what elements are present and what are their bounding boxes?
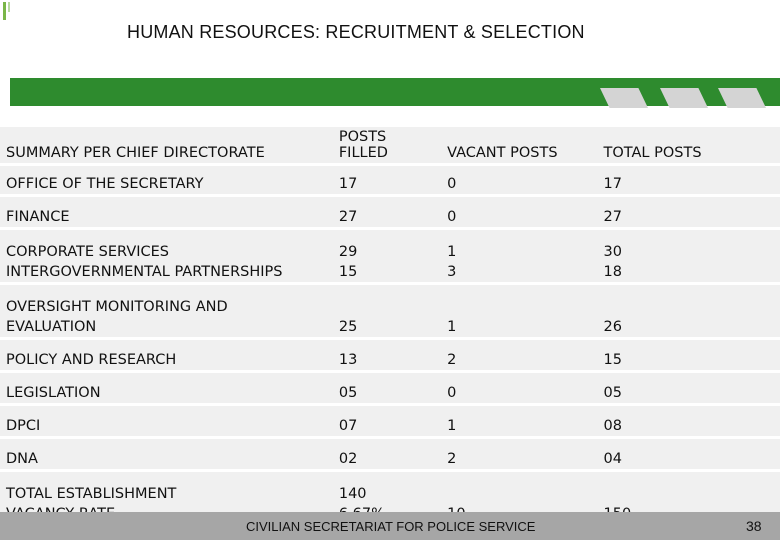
cell-line: 25 [338,319,358,335]
cell-line: 26 [603,319,622,335]
cell-line: INTERGOVERNMENTAL PARTNERSHIPS [6,264,283,280]
cell-line: 04 [603,451,622,467]
table-row: OFFICE OF THE SECRETARY 17 0 17 [0,166,780,194]
cell-line: 2 [447,451,457,467]
cell-posts-filled: 02 [332,439,442,469]
cell-directorate: DPCI [0,406,333,436]
cell-line: 0 [447,176,457,192]
cell-line: FINANCE [6,209,70,225]
footer-bar [0,512,780,540]
cell-line: 140 [338,486,367,502]
cell-posts-filled: 17 [332,166,442,194]
cell-line: 3 [447,264,457,280]
cell-total-posts: 17 [597,166,780,194]
cell-line: TOTAL ESTABLISHMENT [6,486,177,502]
cell-line: EVALUATION [6,319,97,335]
cell-line: 13 [338,352,358,368]
cell-line: 1 [447,418,457,434]
cell-posts-filled: 13 [332,340,442,370]
cell-directorate: DNA [0,439,333,469]
recruitment-table-container: SUMMARY PER CHIEF DIRECTORATE POSTS FILL… [0,124,780,527]
cell-line: 0 [447,385,457,401]
table-row: DPCI 07 1 08 [0,406,780,436]
cell-line: 17 [338,176,358,192]
cell-line: 29 [338,244,358,260]
cell-posts-filled: 07 [332,406,442,436]
cell-total-posts: 30 18 [597,230,780,282]
cell-vacant-posts: 0 [441,373,598,403]
cell-line: CORPORATE SERVICES [6,244,170,260]
cell-line: 30 [603,244,622,260]
cell-line: 15 [338,264,358,280]
cell-posts-filled: 25 [332,285,442,337]
cell-posts-filled: 27 [332,197,442,227]
cell-line: OFFICE OF THE SECRETARY [6,176,204,192]
cell-directorate: LEGISLATION [0,373,333,403]
page-number: 38 [746,518,762,534]
cell-directorate: OFFICE OF THE SECRETARY [0,166,333,194]
cell-line: LEGISLATION [6,385,101,401]
cell-vacant-posts: 2 [441,439,598,469]
cell-line: 2 [447,352,457,368]
footer-text: CIVILIAN SECRETARIAT FOR POLICE SERVICE [246,519,536,534]
cell-line: 05 [603,385,622,401]
cell-line: DNA [6,451,38,467]
cell-posts-filled: 29 15 [332,230,442,282]
cell-line: 18 [603,264,622,280]
cell-vacant-posts: 0 [441,166,598,194]
cell-vacant-posts: 1 [441,285,598,337]
cell-line: 07 [338,418,358,434]
cell-line: 0 [447,209,457,225]
table-row: POLICY AND RESEARCH 13 2 15 [0,340,780,370]
header-posts-filled: POSTS FILLED [332,127,442,163]
cell-total-posts: 04 [597,439,780,469]
cell-line: 08 [603,418,622,434]
table-row: FINANCE 27 0 27 [0,197,780,227]
chevron-decoration [660,88,708,108]
cell-total-posts: 08 [597,406,780,436]
left-accent-bar-light [8,2,10,12]
page-title: HUMAN RESOURCES: RECRUITMENT & SELECTION [127,22,585,42]
table-row: OVERSIGHT MONITORING AND EVALUATION 25 1 26 [0,285,780,337]
cell-directorate: FINANCE [0,197,333,227]
recruitment-table: SUMMARY PER CHIEF DIRECTORATE POSTS FILL… [0,124,780,527]
cell-line: 27 [603,209,622,225]
cell-line: OVERSIGHT MONITORING AND [6,299,228,315]
header-total-posts: TOTAL POSTS [597,127,780,163]
cell-vacant-posts: 0 [441,197,598,227]
cell-total-posts: 26 [597,285,780,337]
cell-line: 05 [338,385,358,401]
cell-line: 02 [338,451,358,467]
cell-line: 17 [603,176,622,192]
cell-total-posts: 05 [597,373,780,403]
cell-line: 15 [603,352,622,368]
cell-line: 27 [338,209,358,225]
table-header-row: SUMMARY PER CHIEF DIRECTORATE POSTS FILL… [0,127,780,163]
table-row: LEGISLATION 05 0 05 [0,373,780,403]
cell-line: DPCI [6,418,41,434]
cell-directorate: POLICY AND RESEARCH [0,340,333,370]
table-body: OFFICE OF THE SECRETARY 17 0 17 FINANCE 27 0 27… [0,166,780,524]
cell-posts-filled: 05 [332,373,442,403]
chevron-decoration [718,88,766,108]
cell-line: POLICY AND RESEARCH [6,352,177,368]
cell-line: 1 [447,244,457,260]
header-directorate: SUMMARY PER CHIEF DIRECTORATE [0,127,333,163]
cell-total-posts: 15 [597,340,780,370]
cell-line: 1 [447,319,457,335]
table-row: DNA 02 2 04 [0,439,780,469]
cell-directorate: CORPORATE SERVICES INTERGOVERNMENTAL PART… [0,230,333,282]
chevron-decoration [600,88,648,108]
table-row: CORPORATE SERVICES INTERGOVERNMENTAL PART… [0,230,780,282]
green-header-band [10,78,780,106]
cell-total-posts: 27 [597,197,780,227]
left-accent-bar [3,2,6,20]
cell-vacant-posts: 1 [441,406,598,436]
cell-vacant-posts: 2 [441,340,598,370]
cell-directorate: OVERSIGHT MONITORING AND EVALUATION [0,285,333,337]
header-vacant-posts: VACANT POSTS [441,127,598,163]
